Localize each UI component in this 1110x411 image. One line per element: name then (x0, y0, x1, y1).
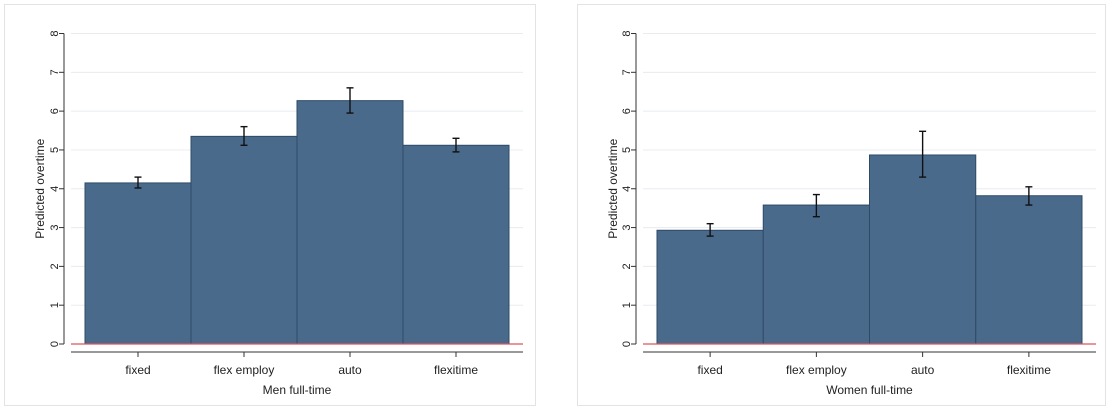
y-tick-label: 1 (621, 302, 633, 308)
y-tick-label: 0 (621, 341, 633, 347)
bar-auto (296, 100, 404, 345)
women-panel-frame (577, 4, 1106, 406)
x-tick-label: flex employ (214, 363, 275, 377)
x-tick-label: auto (338, 363, 362, 377)
bar-flex-employ (762, 204, 870, 345)
x-axis-title: Men full-time (263, 383, 332, 397)
y-tick-label: 7 (49, 69, 61, 75)
bar-fixed (656, 229, 764, 345)
x-tick-label: auto (911, 363, 935, 377)
y-tick-label: 3 (621, 225, 633, 231)
y-tick-label: 6 (621, 108, 633, 114)
y-tick-label: 4 (621, 186, 633, 192)
x-tick-label: fixed (125, 363, 150, 377)
women-chart: 0 1 2 3 4 5 6 7 8 fixed flex employ auto flexitime Wo… (606, 30, 1096, 397)
y-tick-label: 5 (49, 147, 61, 153)
y-tick-label: 5 (621, 147, 633, 153)
bar-fixed (84, 182, 192, 345)
y-tick-label: 4 (49, 186, 61, 192)
y-tick-label: 3 (49, 225, 61, 231)
y-tick-label: 2 (49, 263, 61, 269)
bar-flexitime (402, 144, 510, 345)
y-tick-label: 7 (621, 69, 633, 75)
y-tick-label: 0 (49, 341, 61, 347)
y-tick-label: 6 (49, 108, 61, 114)
y-tick-label: 8 (49, 30, 61, 36)
x-tick-label: flexitime (1007, 363, 1051, 377)
bar-auto (869, 154, 977, 345)
x-tick-label: fixed (697, 363, 722, 377)
x-tick-label: flexitime (434, 363, 478, 377)
x-axis-title: Women full-time (826, 383, 913, 397)
y-tick-label: 2 (621, 263, 633, 269)
y-axis-title: Predicted overtime (606, 138, 620, 238)
bar-flexitime (975, 195, 1083, 345)
y-tick-label: 8 (621, 30, 633, 36)
men-chart: 0 1 2 3 4 5 6 7 8 fixed flex employ auto flexitime Me… (33, 30, 523, 397)
bar-flex-employ (190, 135, 298, 345)
y-tick-label: 1 (49, 302, 61, 308)
men-panel-frame (4, 4, 536, 406)
x-tick-label: flex employ (786, 363, 847, 377)
y-axis-title: Predicted overtime (33, 138, 47, 238)
